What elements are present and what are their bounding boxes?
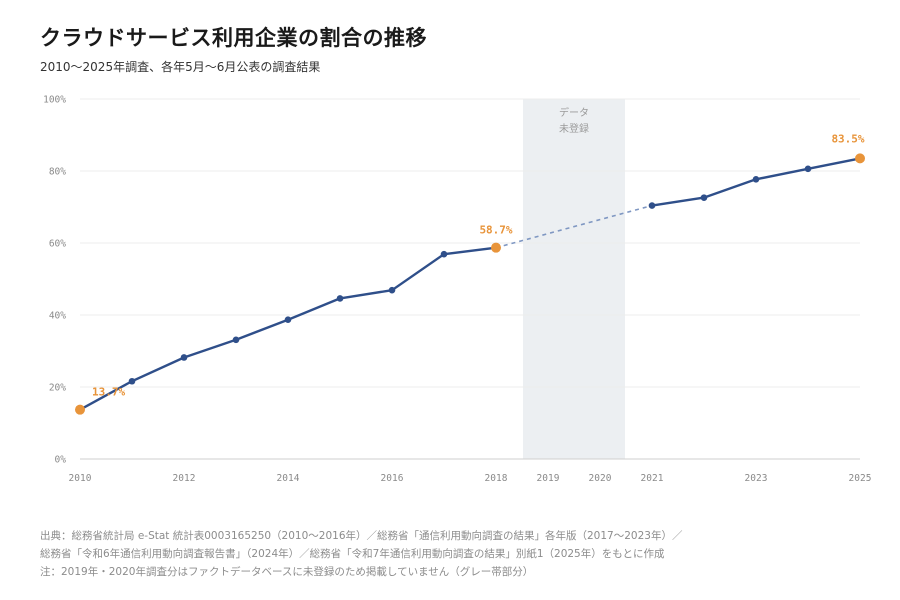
- y-tick-label: 40%: [49, 311, 66, 322]
- data-label-2018: 58.7%: [479, 224, 512, 237]
- y-tick-label: 20%: [49, 383, 66, 394]
- source-notes: 出典：総務省統計局 e-Stat 統計表0003165250（2010〜2016…: [40, 527, 682, 581]
- x-tick-label: 2021: [641, 473, 664, 484]
- highlight-point-2018: [491, 242, 501, 253]
- y-tick-label: 100%: [43, 95, 66, 106]
- source-line-2: 総務省「令和6年通信利用動向調査報告書」（2024年）／総務省「令和7年通信利用…: [40, 548, 665, 560]
- x-tick-label: 2025: [849, 473, 872, 484]
- data-point-2013: [232, 336, 240, 344]
- highlight-point-2025: [855, 153, 865, 164]
- series-line-2010-2018: [78, 246, 498, 411]
- data-label-2025: 83.5%: [831, 132, 864, 145]
- note-line: 注：2019年・2020年調査分はファクトデータベースに未登録のため掲載していま…: [40, 566, 534, 578]
- data-point-2023: [752, 175, 760, 183]
- gap-dashed-line: [495, 204, 653, 249]
- highlight-point-2010: [75, 404, 85, 415]
- x-tick-label: 2018: [485, 473, 508, 484]
- x-tick-label: 2012: [173, 473, 196, 484]
- x-tick-label: 2023: [745, 473, 768, 484]
- source-line-1: 出典：総務省統計局 e-Stat 統計表0003165250（2010〜2016…: [40, 530, 683, 542]
- data-point-2017: [440, 250, 448, 258]
- data-point-2015: [336, 295, 344, 302]
- y-tick-label: 0%: [55, 455, 67, 466]
- data-point-2021: [648, 202, 656, 209]
- data-point-2024: [804, 165, 812, 173]
- data-point-2016: [388, 286, 396, 294]
- x-tick-label: 2019: [537, 473, 560, 484]
- chart-subtitle: 2010〜2025年調査、各年5月〜6月公表の調査結果: [40, 60, 321, 74]
- data-point-2011: [128, 377, 136, 385]
- missing-data-label-2: 未登録: [559, 122, 589, 135]
- x-tick-label: 2020: [589, 473, 612, 484]
- missing-data-band: [523, 99, 625, 459]
- data-point-2014: [284, 316, 292, 323]
- data-point-2012: [180, 354, 188, 361]
- missing-data-label-1: データ: [559, 106, 589, 119]
- x-tick-label: 2016: [381, 473, 404, 484]
- data-label-2010: 13.7%: [92, 386, 125, 399]
- x-tick-label: 2014: [277, 473, 300, 484]
- x-tick-label: 2010: [69, 473, 92, 484]
- data-point-2022: [700, 194, 708, 201]
- chart-title: クラウドサービス利用企業の割合の推移: [40, 26, 427, 50]
- y-tick-label: 60%: [49, 239, 66, 250]
- y-tick-label: 80%: [49, 167, 66, 178]
